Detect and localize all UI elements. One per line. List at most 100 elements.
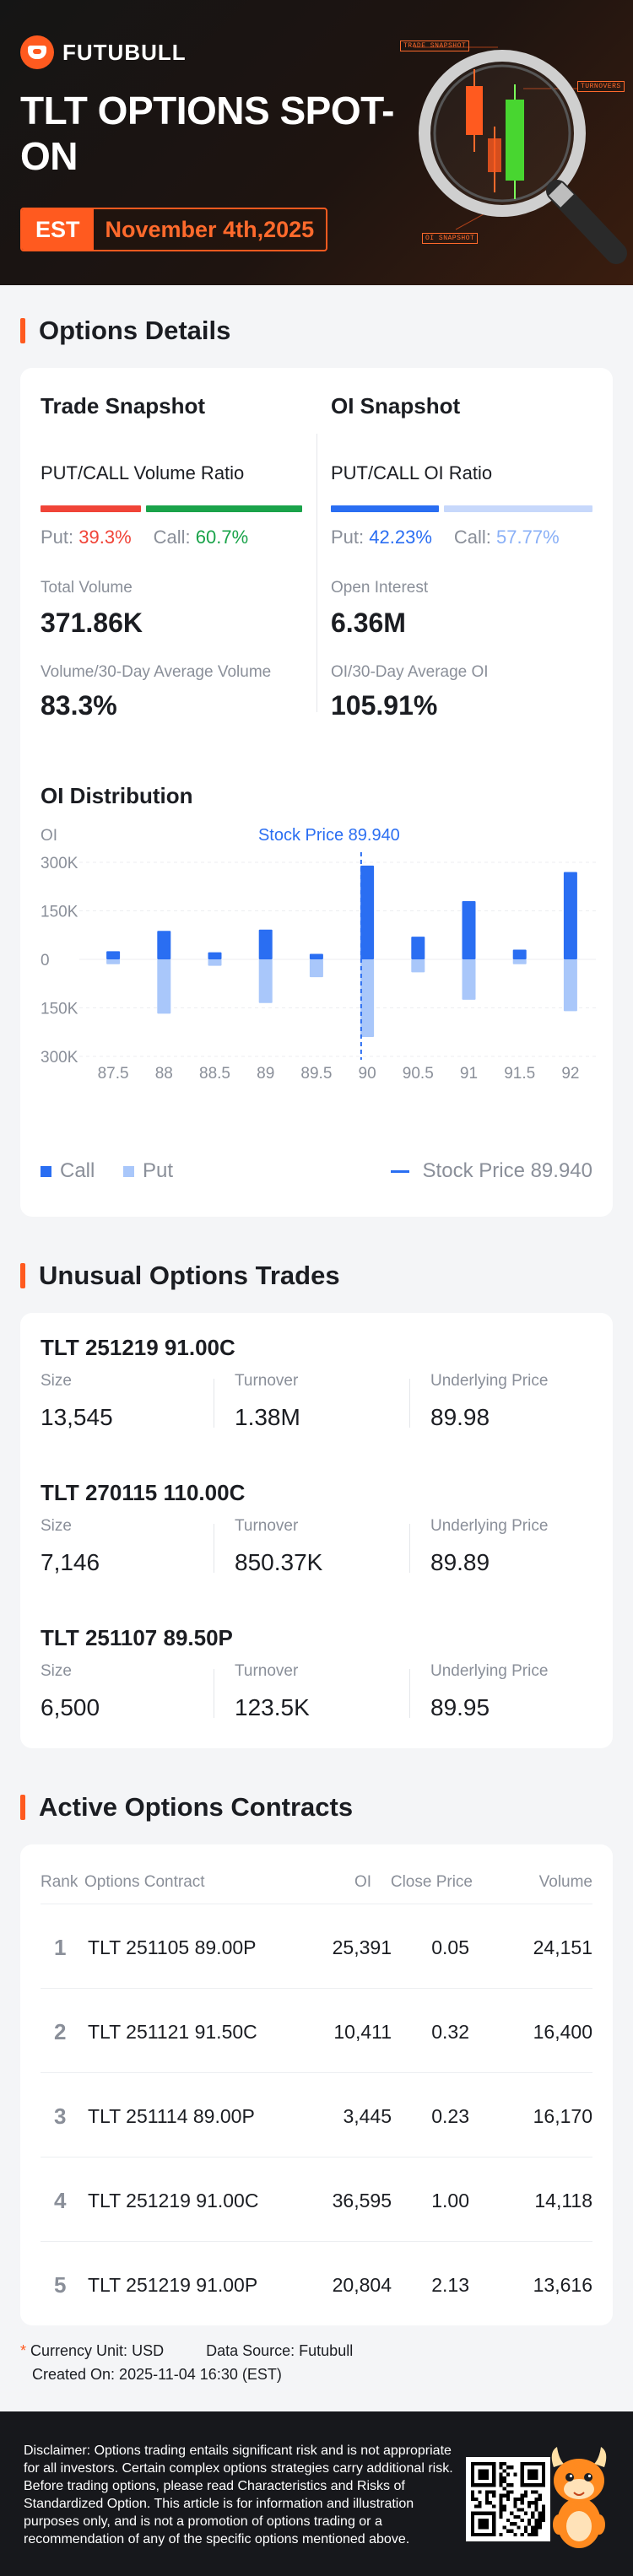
column-header-close-price: Close Price (390, 1873, 473, 1891)
x-tick-label: 89.5 (300, 1065, 332, 1083)
heading-accent-bar (20, 1795, 25, 1820)
put-bar (106, 959, 121, 964)
trade-stats: Size 13,545 Turnover 1.38M Underlying Pric… (41, 1372, 598, 1439)
call-label: Call: (453, 527, 491, 548)
turnover-label: Turnover (235, 1372, 299, 1390)
row-oi: 3,445 (343, 2105, 392, 2127)
date-badge: EST November 4th,2025 (20, 208, 328, 251)
size-value: 7,146 (41, 1549, 100, 1575)
legend-stock-price: Stock Price 89.940 (390, 1159, 592, 1183)
column-header-contract: Options Contract (84, 1873, 205, 1891)
x-tick-label: 90 (359, 1065, 376, 1083)
date-label: November 4th,2025 (93, 209, 327, 250)
y-tick-label: 300K (41, 1049, 78, 1067)
total-volume-label: Total Volume (41, 579, 133, 597)
y-tick-label: 150K (41, 1001, 78, 1018)
volume-avg-label: Volume/30-Day Average Volume (41, 663, 272, 681)
volume-avg-value: 83.3% (41, 690, 117, 721)
put-bar (157, 959, 171, 1014)
total-volume-value: 371.86K (41, 608, 143, 638)
turnover-label: Turnover (235, 1517, 299, 1535)
row-close-price: 1.00 (431, 2190, 469, 2211)
row-rank: 2 (54, 2019, 67, 2044)
legend-stock-price-line (390, 1169, 409, 1173)
magnifier-illustration: TRADE SNAPSHOT TURNOVERS OI SNAPSHOT (400, 0, 633, 285)
footnote-star: * (20, 2342, 27, 2359)
row-oi: 36,595 (332, 2190, 392, 2211)
y-tick-label: 0 (41, 952, 50, 969)
qr-code-icon (466, 2457, 550, 2541)
call-bar (258, 929, 273, 959)
volume-ratio-bar (41, 505, 302, 512)
call-value: 57.77% (496, 527, 560, 548)
call-value: 60.7% (195, 527, 249, 548)
row-volume: 24,151 (533, 1936, 592, 1958)
logo-text: FUTUBULL (62, 39, 187, 65)
currency-unit: Currency Unit: USD (30, 2342, 165, 2359)
unusual-trade-item: TLT 251219 91.00C Size 13,545 Turnover 1.3… (41, 1335, 598, 1430)
oi-avg-label: OI/30-Day Average OI (331, 663, 489, 681)
row-rank: 5 (54, 2272, 67, 2298)
put-label: Put: (41, 527, 74, 548)
stat-divider (409, 1669, 410, 1718)
put-ratio-fill (41, 505, 142, 512)
y-tick-label: 150K (41, 904, 78, 921)
row-volume: 14,118 (534, 2190, 592, 2211)
data-source: Data Source: Futubull (206, 2342, 354, 2359)
size-value: 13,545 (41, 1404, 113, 1430)
call-bar (563, 872, 577, 959)
put-bar (411, 959, 425, 973)
deco-tag: TURNOVERS (577, 81, 625, 92)
qr-code-graphic (471, 2462, 545, 2536)
trade-snapshot-title: Trade Snapshot (41, 393, 206, 419)
y-axis-label: OI (41, 827, 57, 845)
stock-price-label: Stock Price 89.940 (258, 826, 400, 845)
call-bar (360, 865, 375, 959)
oi-ratio-bar (331, 505, 592, 512)
row-rank: 1 (54, 1935, 67, 1960)
turnover-value: 1.38M (235, 1404, 300, 1430)
open-interest-value: 6.36M (331, 608, 406, 638)
trade-underlying: Underlying Price 89.98 (430, 1372, 548, 1439)
legend-call-swatch (41, 1165, 51, 1177)
put-bar (563, 959, 577, 1012)
magnifier-icon (414, 46, 627, 264)
x-tick-label: 88.5 (199, 1065, 230, 1083)
underlying-value: 89.89 (430, 1549, 490, 1575)
bull-logo-icon (20, 35, 54, 69)
put-bar (512, 959, 527, 964)
trade-stats: Size 7,146 Turnover 850.37K Underlying Pri… (41, 1517, 598, 1585)
call-ratio-fill (146, 505, 302, 512)
column-header-volume: Volume (538, 1873, 592, 1891)
put-bar (208, 959, 222, 966)
legend-stock-price-label: Stock Price 89.940 (422, 1159, 592, 1182)
trade-size: Size 7,146 (41, 1517, 100, 1585)
put-bar (258, 959, 273, 1003)
unusual-trade-item: TLT 251107 89.50P Size 6,500 Turnover 123.… (41, 1625, 598, 1720)
stat-divider (409, 1379, 410, 1428)
underlying-label: Underlying Price (430, 1372, 549, 1390)
oi-distribution-title: OI Distribution (41, 783, 193, 808)
table-row: 2 TLT 251121 91.50C 10,411 0.32 16,400 (41, 1988, 592, 2072)
trade-turnover: Turnover 850.37K (235, 1517, 322, 1585)
oi-distribution-chart: OI 300K 150K 0 150K 300K 87.5 88 88.5 89 89.5 90 90.… (41, 826, 596, 1083)
underlying-label: Underlying Price (430, 1662, 549, 1680)
footnote: * Currency Unit: USD Data Source: Futubu… (20, 2339, 353, 2386)
table-row: 1 TLT 251105 89.00P 25,391 0.05 24,151 (41, 1904, 592, 1988)
snapshot-divider (316, 434, 317, 712)
x-tick-label: 92 (561, 1065, 579, 1083)
oi-avg-value: 105.91% (331, 690, 438, 721)
row-close-price: 2.13 (431, 2274, 469, 2296)
page-title: TLT OPTIONS SPOT-ON (20, 89, 395, 178)
heading-accent-bar (20, 1263, 25, 1288)
trade-underlying: Underlying Price 89.89 (430, 1517, 548, 1585)
put-bar (309, 959, 323, 978)
call-bar (512, 949, 527, 959)
section-heading-active-contracts: Active Options Contracts (20, 1792, 353, 1823)
underlying-value: 89.98 (430, 1404, 490, 1430)
x-tick-label: 89 (257, 1065, 274, 1083)
x-tick-label: 90.5 (403, 1065, 434, 1083)
oi-snapshot-title: OI Snapshot (331, 393, 461, 419)
row-rank: 4 (54, 2188, 67, 2213)
